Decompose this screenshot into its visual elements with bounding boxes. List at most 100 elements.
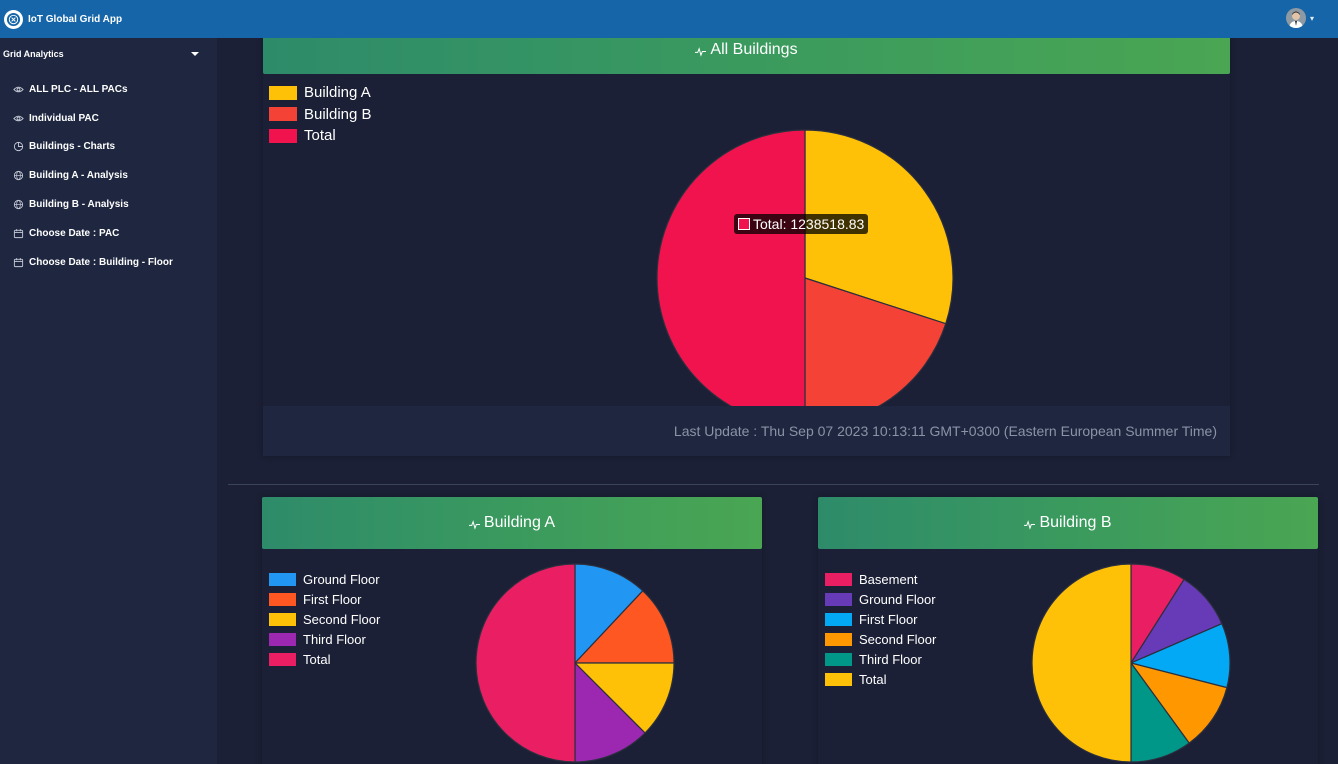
eye-icon	[13, 84, 24, 95]
legend-item-second-floor[interactable]: Second Floor	[269, 609, 380, 629]
globe-icon	[13, 170, 24, 181]
sidebar-item-label: Building B - Analysis	[29, 199, 129, 211]
pie-chart-icon	[13, 141, 24, 152]
legend-item-total[interactable]: Total	[825, 669, 936, 689]
sidebar-item-buildings-charts[interactable]: Buildings - Charts	[0, 133, 217, 162]
legend-item-ground-floor[interactable]: Ground Floor	[269, 569, 380, 589]
legend-swatch	[825, 632, 852, 646]
legend-swatch	[825, 672, 852, 686]
legend-item-basement[interactable]: Basement	[825, 569, 936, 589]
legend-label: Total	[859, 671, 887, 687]
legend-label: Second Floor	[303, 611, 381, 627]
card-title: Building A	[483, 514, 556, 531]
legend-item-total[interactable]: Total	[269, 649, 380, 669]
sidebar-item-building-a-analysis[interactable]: Building A - Analysis	[0, 161, 217, 190]
sidebar-item-choose-date-pac[interactable]: Choose Date : PAC	[0, 219, 217, 248]
building-a-card: Building A Ground Floor First Floor Second…	[262, 497, 762, 764]
legend-swatch	[269, 107, 297, 122]
legend-swatch	[269, 652, 296, 666]
pie-chart[interactable]	[263, 38, 1230, 456]
tooltip-text: Total: 1238518.83	[753, 216, 865, 232]
legend-swatch	[269, 572, 296, 586]
card-title: All Buildings	[710, 41, 798, 58]
calendar-icon	[13, 228, 24, 239]
legend-item-total[interactable]: Total	[269, 125, 372, 147]
legend-label: First Floor	[303, 591, 362, 607]
legend-item-first-floor[interactable]: First Floor	[269, 589, 380, 609]
top-bar: IoT Global Grid App ▾	[0, 0, 1338, 38]
legend-item-first-floor[interactable]: First Floor	[825, 609, 936, 629]
user-menu[interactable]: ▾	[1285, 8, 1314, 28]
user-caret-icon[interactable]: ▾	[1309, 13, 1314, 23]
legend-label: Total	[304, 127, 336, 145]
pie-slice-total[interactable]	[656, 129, 806, 427]
divider	[228, 484, 1319, 485]
pulse-icon	[1024, 520, 1036, 530]
pie-slice-second-floor[interactable]	[573, 662, 675, 734]
legend-swatch	[269, 612, 296, 626]
pie-slice-building-a[interactable]	[804, 129, 954, 325]
pie-chart[interactable]	[262, 497, 762, 764]
last-update-text: Last Update : Thu Sep 07 2023 10:13:11 G…	[673, 423, 1217, 439]
legend-swatch	[825, 592, 852, 606]
sidebar-item-label: Building A - Analysis	[29, 170, 128, 182]
card-title: Building B	[1039, 514, 1112, 531]
chart-legend: Ground Floor First Floor Second Floor Third…	[269, 569, 380, 669]
app-logo-icon	[4, 9, 23, 29]
legend-label: Total	[303, 651, 331, 667]
chart-legend: Building A Building B Total	[269, 82, 372, 147]
eye-icon	[13, 113, 24, 124]
sidebar-menu: ALL PLC - ALL PACs Individual PAC Buildi…	[0, 75, 217, 277]
chevron-down-icon[interactable]	[191, 52, 199, 56]
building-b-card: Building B Basement Ground Floor First Flo…	[818, 497, 1318, 764]
legend-item-building-a[interactable]: Building A	[269, 82, 372, 104]
card-header: Building A	[262, 497, 762, 549]
legend-item-second-floor[interactable]: Second Floor	[825, 629, 936, 649]
legend-label: Ground Floor	[859, 591, 936, 607]
sidebar-item-choose-date-building-floor[interactable]: Choose Date : Building - Floor	[0, 248, 217, 277]
sidebar-item-label: Choose Date : PAC	[29, 227, 120, 239]
pie-slice-third-floor[interactable]	[574, 661, 646, 763]
calendar-icon	[13, 257, 24, 268]
all-buildings-card: All Buildings Building A Building B Total …	[263, 38, 1230, 456]
sidebar-item-building-b-analysis[interactable]: Building B - Analysis	[0, 190, 217, 219]
legend-swatch	[825, 652, 852, 666]
legend-swatch	[269, 128, 297, 143]
legend-swatch	[269, 632, 296, 646]
sidebar-section-grid-analytics[interactable]: Grid Analytics	[0, 38, 217, 70]
legend-label: Third Floor	[859, 651, 922, 667]
last-update-footer: Last Update : Thu Sep 07 2023 10:13:11 G…	[263, 406, 1230, 456]
tooltip-swatch	[738, 218, 750, 230]
pie-slice-second-floor[interactable]	[1129, 662, 1228, 744]
legend-label: Ground Floor	[303, 571, 380, 587]
legend-label: Basement	[859, 571, 918, 587]
sidebar-item-all-plc-all-pacs[interactable]: ALL PLC - ALL PACs	[0, 75, 217, 104]
legend-swatch	[825, 612, 852, 626]
sidebar-item-individual-pac[interactable]: Individual PAC	[0, 104, 217, 133]
legend-item-third-floor[interactable]: Third Floor	[269, 629, 380, 649]
main-content[interactable]: All Buildings Building A Building B Total …	[217, 38, 1338, 764]
pie-slice-total[interactable]	[1031, 563, 1132, 763]
pie-chart[interactable]	[818, 497, 1318, 764]
legend-label: First Floor	[859, 611, 918, 627]
pulse-icon	[695, 47, 707, 57]
pie-slice-total[interactable]	[475, 563, 576, 763]
brand[interactable]: IoT Global Grid App	[4, 9, 122, 29]
legend-swatch	[269, 85, 297, 100]
pie-slice-ground-floor[interactable]	[574, 563, 644, 665]
sidebar-item-label: Individual PAC	[29, 112, 99, 124]
legend-item-third-floor[interactable]: Third Floor	[825, 649, 936, 669]
avatar[interactable]	[1285, 8, 1306, 28]
pulse-icon	[468, 520, 480, 530]
legend-item-building-b[interactable]: Building B	[269, 104, 372, 126]
legend-swatch	[269, 592, 296, 606]
chart-tooltip: Total: 1238518.83	[734, 214, 869, 234]
legend-item-ground-floor[interactable]: Ground Floor	[825, 589, 936, 609]
chart-legend: Basement Ground Floor First Floor Second Fl…	[825, 569, 936, 689]
legend-label: Building B	[304, 105, 372, 123]
globe-icon	[13, 199, 24, 210]
legend-label: Building A	[304, 84, 371, 102]
sidebar-item-label: Choose Date : Building - Floor	[29, 256, 173, 268]
card-header: All Buildings	[263, 38, 1230, 74]
pie-slice-first-floor[interactable]	[573, 589, 675, 664]
